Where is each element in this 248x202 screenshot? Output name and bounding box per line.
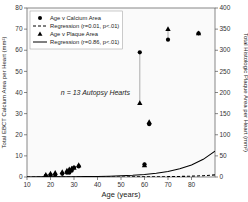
y-tick — [24, 50, 27, 51]
point — [48, 171, 53, 176]
y-tick — [24, 8, 27, 9]
y2-tick-label: 350 — [220, 25, 231, 32]
y-tick-label: 50 — [15, 68, 23, 75]
y-tick — [24, 29, 27, 30]
y2-tick — [215, 134, 218, 135]
legend: Age v Calcium Area Regression (r=0.01, p<… — [30, 11, 122, 49]
legend-box — [30, 11, 122, 49]
point — [166, 38, 170, 42]
point — [76, 162, 81, 167]
x-tick — [97, 177, 98, 180]
plot-area — [27, 8, 215, 177]
y2-tick-label: 200 — [220, 89, 231, 96]
y2-tick-label: 100 — [220, 131, 231, 138]
y-tick-label: 20 — [15, 131, 23, 138]
point — [137, 100, 142, 105]
plot-frame — [27, 8, 215, 177]
y-tick — [24, 71, 27, 72]
x-tick-label: 70 — [164, 181, 172, 188]
y-tick — [24, 155, 27, 156]
chart: 1020304050607080010203040506070800501001… — [0, 0, 248, 202]
x-tick — [191, 177, 192, 180]
y-tick-label: 10 — [15, 152, 23, 159]
connector — [139, 52, 140, 103]
y2-tick — [215, 177, 218, 178]
y2-tick-label: 50 — [220, 152, 228, 159]
point — [147, 119, 152, 124]
x-axis-label: Age (years) — [102, 190, 141, 199]
point — [142, 162, 147, 167]
y2-tick-label: 400 — [220, 4, 231, 11]
y2-tick-label: 150 — [220, 110, 231, 117]
y-tick-label: 30 — [15, 110, 23, 117]
y2-tick — [215, 71, 218, 72]
point — [196, 31, 200, 35]
point — [53, 170, 58, 175]
y2-tick-label: 0 — [220, 173, 224, 180]
point — [196, 31, 201, 36]
y2-tick — [215, 29, 218, 30]
y2-tick — [215, 113, 218, 114]
y-tick — [24, 134, 27, 135]
point — [71, 165, 76, 170]
annotation: n = 13 Autopsy Hearts — [61, 89, 131, 97]
y2-tick — [215, 155, 218, 156]
x-tick-label: 80 — [188, 181, 196, 188]
y2-tick — [215, 50, 218, 51]
point — [165, 26, 170, 31]
x-tick — [74, 177, 75, 180]
y-tick — [24, 92, 27, 93]
point — [142, 162, 146, 166]
y-tick-label: 80 — [15, 4, 23, 11]
y2-tick — [215, 8, 218, 9]
x-tick-label: 10 — [23, 181, 31, 188]
y2-axis-label: Total Histologic Plaque Area per Heart (… — [243, 33, 248, 152]
legend-label: Regression (r=0.86, p<.01) — [50, 39, 119, 45]
x-tick — [50, 177, 51, 180]
legend-handle — [38, 31, 43, 35]
x-tick — [27, 177, 28, 180]
y-tick-label: 70 — [15, 25, 23, 32]
y-tick — [24, 177, 27, 178]
legend-handle — [38, 16, 42, 20]
legend-label: Regression (r=0.01, p<.01) — [50, 23, 119, 29]
y2-tick — [215, 92, 218, 93]
x-tick — [121, 177, 122, 180]
y2-tick-label: 250 — [220, 68, 231, 75]
x-tick-label: 60 — [141, 181, 149, 188]
y-tick-label: 0 — [19, 173, 23, 180]
x-tick — [168, 177, 169, 180]
legend-handle — [33, 26, 47, 27]
point — [138, 50, 142, 54]
legend-label: Age v Calcium Area — [50, 15, 102, 21]
x-tick-label: 30 — [70, 181, 78, 188]
y-tick-label: 60 — [15, 46, 23, 53]
x-tick-label: 20 — [47, 181, 55, 188]
point — [43, 172, 48, 177]
regression-line — [27, 151, 215, 177]
y-tick-label: 40 — [15, 89, 23, 96]
legend-label: Age v Plaque Area — [50, 31, 99, 37]
legend-handle — [33, 42, 47, 43]
y-axis-label: Total EBCT Calcium Area per Heart (mm²) — [1, 37, 7, 149]
x-tick-label: 50 — [117, 181, 125, 188]
y2-tick-label: 300 — [220, 46, 231, 53]
point — [60, 169, 65, 174]
x-tick-label: 40 — [94, 181, 102, 188]
y-tick — [24, 113, 27, 114]
x-tick — [144, 177, 145, 180]
